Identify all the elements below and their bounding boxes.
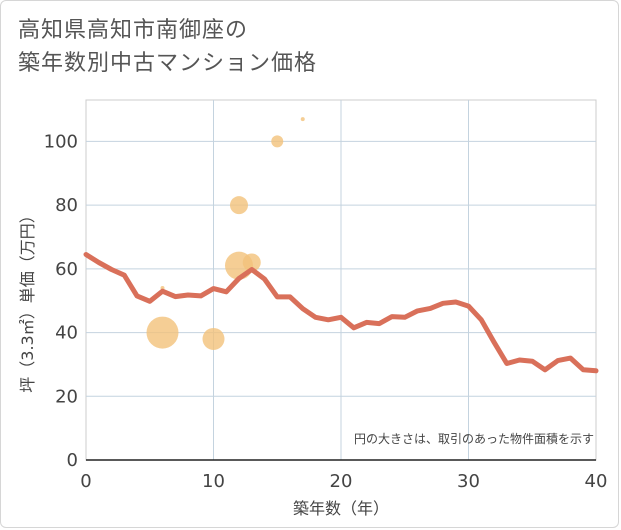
chart-title: 高知県高知市南御座の 築年数別中古マンション価格 <box>18 14 317 80</box>
bubble-point <box>300 117 305 122</box>
y-tick-label: 100 <box>44 131 78 152</box>
chart-title-line-2: 築年数別中古マンション価格 <box>18 51 318 76</box>
x-axis-label: 築年数（年） <box>293 499 389 518</box>
x-tick-label: 40 <box>585 471 608 492</box>
y-tick-label: 40 <box>55 323 78 344</box>
x-tick-label: 0 <box>80 471 91 492</box>
y-axis-label: 坪（3.3㎡）単価（万円） <box>18 207 37 392</box>
bubble-size-note: 円の大きさは、取引のあった物件面積を示す <box>354 431 594 446</box>
average-price-line <box>83 252 599 374</box>
x-tick-label: 30 <box>457 471 480 492</box>
y-tick-label: 80 <box>55 195 78 216</box>
y-tick-label: 20 <box>55 386 78 407</box>
x-tick-label: 10 <box>202 471 225 492</box>
y-tick-label: 60 <box>55 259 78 280</box>
bubble-point <box>242 253 261 272</box>
y-tick-label: 0 <box>67 450 78 471</box>
bubble-point <box>202 327 225 350</box>
bubble-point <box>146 316 179 349</box>
bubble-point <box>271 135 284 148</box>
chart-title-line-1: 高知県高知市南御座の <box>18 18 249 43</box>
x-tick-label: 20 <box>330 471 353 492</box>
bubble-point <box>230 196 248 215</box>
